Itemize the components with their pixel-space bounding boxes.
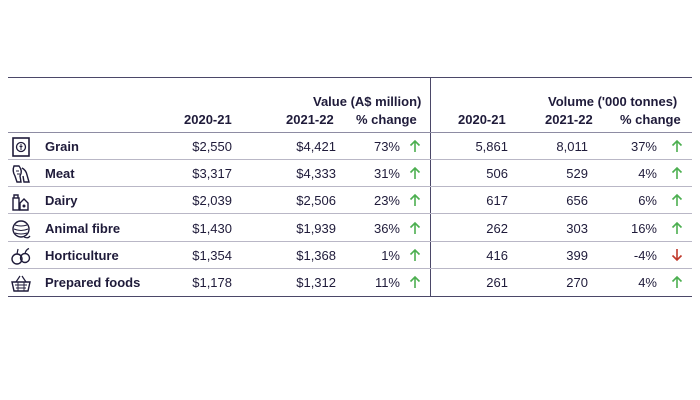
arrow-up-icon xyxy=(408,274,422,290)
row-divider xyxy=(8,159,692,160)
value-2020-21: $1,354 xyxy=(192,247,232,263)
arrow-up-icon xyxy=(408,165,422,181)
value-group-title: Value (A$ million) xyxy=(313,94,422,109)
row-divider xyxy=(8,267,692,269)
value-2021-22: $1,368 xyxy=(296,247,336,263)
volume-change: 6% xyxy=(638,193,657,209)
volume-2020-21: 5,861 xyxy=(475,139,508,154)
dairy-bottle-icon xyxy=(10,190,32,212)
volume-group-title: Volume ('000 tonnes) xyxy=(548,94,678,109)
volume-change: 37% xyxy=(630,139,657,154)
col-value-2021-22: 2021-22 xyxy=(286,112,334,127)
table-row: Prepared foods $1,178 $1,312 11% 261 270 4% xyxy=(8,269,692,296)
col-value-change: % change xyxy=(356,112,417,127)
value-change: 11% xyxy=(374,275,400,290)
volume-change: 16% xyxy=(630,220,657,236)
volume-2021-22: 529 xyxy=(566,166,588,182)
volume-2021-22: 303 xyxy=(566,220,588,236)
value-2021-22: $1,939 xyxy=(296,220,336,236)
row-name: Prepared foods xyxy=(45,275,141,290)
volume-2021-22: 656 xyxy=(566,193,588,209)
arrow-up-icon xyxy=(408,192,422,208)
col-volume-2020-21: 2020-21 xyxy=(458,112,506,127)
value-2020-21: $3,317 xyxy=(192,166,232,182)
value-change: 36% xyxy=(373,220,400,236)
value-change: 31% xyxy=(373,166,400,182)
table-row: Dairy $2,039 $2,506 23% 617 656 6% xyxy=(8,187,692,215)
yarn-ball-icon xyxy=(10,218,32,240)
volume-2020-21: 617 xyxy=(486,193,508,209)
fruit-vegetable-icon xyxy=(10,245,32,267)
volume-2021-22: 399 xyxy=(566,247,588,263)
value-2021-22: $2,506 xyxy=(296,193,336,209)
row-divider xyxy=(8,240,692,242)
arrow-up-icon xyxy=(670,274,684,290)
value-change: 73% xyxy=(373,139,400,154)
value-2021-22: $4,421 xyxy=(296,139,336,154)
row-name: Meat xyxy=(45,166,75,182)
value-change: 1% xyxy=(381,247,400,263)
value-2020-21: $1,430 xyxy=(192,220,232,236)
row-name: Grain xyxy=(45,139,79,154)
grain-sack-icon xyxy=(10,136,32,158)
arrow-up-icon xyxy=(670,138,684,154)
volume-change: 4% xyxy=(638,166,657,182)
col-value-2020-21: 2020-21 xyxy=(184,112,232,127)
volume-2021-22: 270 xyxy=(566,275,588,290)
row-name: Horticulture xyxy=(45,247,119,263)
volume-change: -4% xyxy=(633,247,657,263)
table-row: Meat $3,317 $4,333 31% 506 529 4% xyxy=(8,160,692,188)
row-name: Dairy xyxy=(45,193,78,209)
volume-change: 4% xyxy=(638,275,657,290)
value-2021-22: $4,333 xyxy=(296,166,336,182)
value-2021-22: $1,312 xyxy=(296,275,336,290)
col-volume-change: % change xyxy=(620,112,681,127)
volume-2020-21: 262 xyxy=(486,220,508,236)
table-bottom-rule xyxy=(8,296,692,297)
table-row: Animal fibre $1,430 $1,939 36% 262 303 16% xyxy=(8,215,692,242)
food-basket-icon xyxy=(10,272,32,294)
header-rule xyxy=(8,132,692,133)
volume-2021-22: 8,011 xyxy=(556,139,588,154)
meat-cuts-icon xyxy=(10,163,32,185)
col-volume-2021-22: 2021-22 xyxy=(545,112,593,127)
value-change: 23% xyxy=(373,193,400,209)
table-row: Horticulture $1,354 $1,368 1% 416 399 -4% xyxy=(8,242,692,269)
table-top-rule xyxy=(8,77,692,78)
arrow-down-icon xyxy=(670,247,684,263)
arrow-up-icon xyxy=(670,220,684,236)
arrow-up-icon xyxy=(408,220,422,236)
value-2020-21: $2,039 xyxy=(192,193,232,209)
arrow-up-icon xyxy=(408,247,422,263)
row-name: Animal fibre xyxy=(45,220,121,236)
arrow-up-icon xyxy=(408,138,422,154)
value-2020-21: $2,550 xyxy=(192,139,232,154)
row-divider xyxy=(8,186,692,188)
arrow-up-icon xyxy=(670,192,684,208)
table-row: Grain $2,550 $4,421 73% 5,861 8,011 37% xyxy=(8,133,692,160)
row-divider xyxy=(8,213,692,215)
arrow-up-icon xyxy=(670,165,684,181)
volume-2020-21: 506 xyxy=(486,166,508,182)
volume-2020-21: 261 xyxy=(486,275,508,290)
group-divider xyxy=(430,78,431,297)
value-2020-21: $1,178 xyxy=(192,275,232,290)
volume-2020-21: 416 xyxy=(486,247,508,263)
